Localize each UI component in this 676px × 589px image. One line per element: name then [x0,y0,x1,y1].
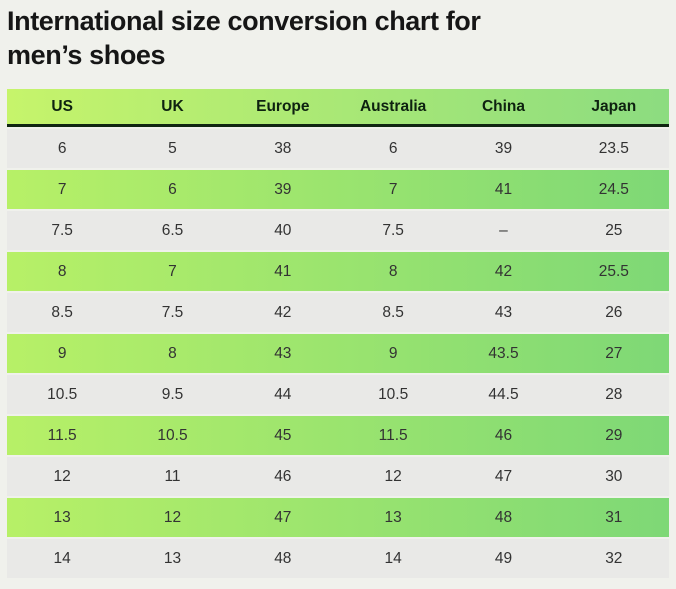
column-header: UK [117,89,228,128]
table-cell: 8.5 [382,303,404,321]
table-cell: 8 [168,344,177,362]
table-cell: 10.5 [157,426,188,444]
table-cell: 7 [57,180,67,198]
table-cell: 7.5 [161,303,184,321]
table-header: US UK Europe Australia China Japan [7,89,669,128]
table-row: 7.5 6.5 40 7.5 – 25 [7,211,669,251]
table-cell: 47 [494,467,513,485]
table-cell: 39 [274,180,292,198]
table-cell: 7 [168,262,177,280]
table-cell: 23.5 [598,139,629,157]
table-row: 9 8 43 9 43.5 27 [7,334,669,374]
table-cell: 25.5 [598,262,629,280]
column-header: Japan [558,89,669,128]
column-header: Europe [227,89,338,128]
table-cell: 44.5 [488,385,519,403]
table-cell: 49 [494,549,513,567]
size-conversion-table: US UK Europe Australia China Japan 6 5 38 6 39 23.… [7,87,669,580]
table-cell: 31 [605,508,623,526]
table-cell: 40 [274,221,292,239]
column-header: China [448,89,559,128]
table-row: 13 12 47 13 48 31 [7,498,669,538]
table-cell: 11.5 [47,426,77,444]
table-cell: 7.5 [51,221,73,239]
table-cell: 27 [605,344,623,362]
table-row: 8 7 41 8 42 25.5 [7,252,669,292]
table-row: 10.5 9.5 44 10.5 44.5 28 [7,375,669,415]
table-cell: – [499,221,508,239]
table-cell: 25 [605,221,623,239]
table-cell: 10.5 [47,385,78,403]
table-cell: 11.5 [378,426,408,444]
table-cell: 48 [494,508,513,526]
table-cell: 6 [168,180,177,198]
table-cell: 6 [388,139,398,157]
table-row: 8.5 7.5 42 8.5 43 26 [7,293,669,333]
table-cell: 41 [274,262,292,280]
table-cell: 9 [388,344,398,362]
table-cell: 32 [605,549,623,567]
table-cell: 7.5 [382,221,404,239]
table-body: 6 5 38 6 39 23.5 7 6 39 7 41 24.5 7.5 6.5 40 7.5 – 25 8 7 41… [7,129,669,579]
table-cell: 44 [274,385,292,403]
page-title: International size conversion chart for … [7,4,669,72]
table-header-row: US UK Europe Australia China Japan [7,89,669,128]
page-title-line-1: International size conversion chart for [7,6,481,36]
table-row: 6 5 38 6 39 23.5 [7,129,669,169]
table-row: 7 6 39 7 41 24.5 [7,170,669,210]
table-cell: 6 [57,139,67,157]
table-cell: 48 [274,549,292,567]
table-cell: 8 [57,262,67,280]
table-cell: 43 [274,344,292,362]
page-title-line-2: men’s shoes [7,40,166,71]
table-cell: 14 [384,549,402,567]
table-cell: 14 [53,549,71,567]
table-cell: 28 [605,385,623,403]
column-header: Australia [337,89,449,128]
table-row: 12 11 46 12 47 30 [7,457,669,497]
table-cell: 12 [163,508,182,526]
table-cell: 9 [57,344,67,362]
table-cell: 9.5 [161,385,184,403]
table-cell: 29 [605,426,623,444]
table-cell: 45 [274,426,292,444]
table-cell: 46 [494,426,513,444]
table-cell: 42 [494,262,513,280]
table-row: 11.5 10.5 45 11.5 46 29 [7,416,669,456]
table-cell: 8 [388,262,398,280]
table-cell: 5 [168,139,177,157]
table-cell: 13 [384,508,402,526]
table-cell: 47 [274,508,292,526]
table-cell: 42 [274,303,292,321]
table-cell: 26 [605,303,623,321]
table-cell: 12 [384,467,402,485]
table-cell: 7 [388,180,398,198]
table-cell: 13 [163,549,182,567]
table-cell: 11 [164,467,181,485]
table-cell: 43 [494,303,513,321]
table-cell: 46 [274,467,292,485]
table-cell: 6.5 [161,221,184,239]
table-cell: 24.5 [598,180,629,198]
table-cell: 10.5 [378,385,409,403]
table-cell: 13 [53,508,71,526]
table-row: 14 13 48 14 49 32 [7,539,669,579]
column-header: US [7,89,118,128]
table-cell: 38 [274,139,292,157]
table-cell: 43.5 [488,344,519,362]
table-cell: 12 [53,467,71,485]
table-cell: 41 [494,180,513,198]
table-cell: 8.5 [51,303,73,321]
table-cell: 39 [494,139,513,157]
table-cell: 30 [605,467,623,485]
